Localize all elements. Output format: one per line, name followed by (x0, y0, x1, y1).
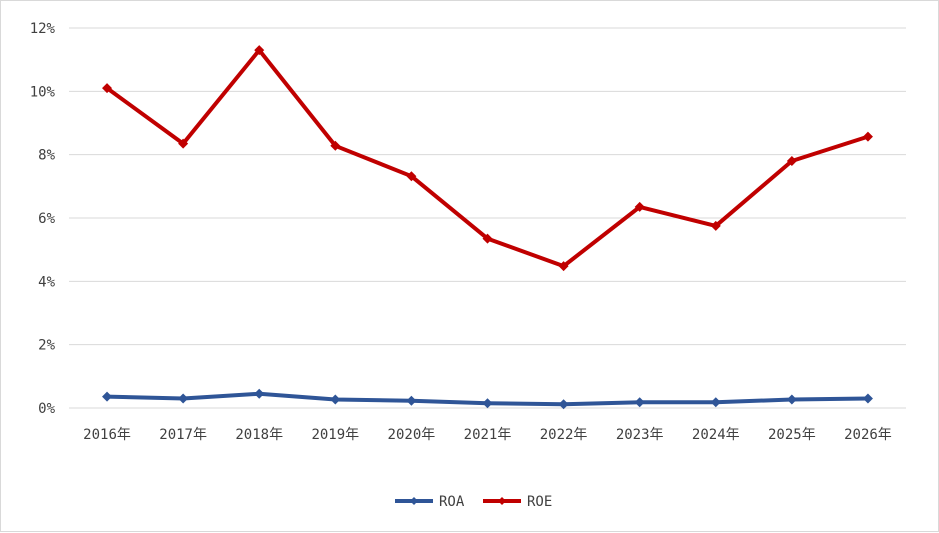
x-tick-label: 2018年 (235, 427, 283, 443)
legend-item-roa: ROA (395, 494, 465, 510)
legend-swatch-marker (410, 497, 418, 505)
x-tick-label: 2019年 (311, 427, 359, 443)
legend-label: ROA (439, 494, 465, 510)
data-point-roa (254, 388, 265, 399)
data-point-roe (558, 261, 569, 272)
y-tick-label: 10% (30, 84, 56, 100)
data-point-roe (330, 140, 341, 151)
data-point-roa (178, 393, 189, 404)
data-point-roe (482, 233, 493, 244)
y-tick-label: 12% (30, 21, 56, 37)
x-tick-label: 2016年 (83, 427, 131, 443)
gridlines (69, 27, 906, 409)
x-tick-label: 2024年 (692, 427, 740, 443)
x-tick-label: 2021年 (464, 427, 512, 443)
x-tick-label: 2026年 (844, 427, 892, 443)
data-point-roa (330, 394, 341, 405)
y-tick-label: 0% (38, 401, 55, 417)
data-point-roe (710, 220, 721, 231)
x-tick-label: 2025年 (768, 427, 816, 443)
y-tick-label: 4% (38, 274, 55, 290)
legend-swatch-marker (498, 497, 506, 505)
data-point-roe (786, 156, 797, 166)
data-point-roe (406, 171, 417, 182)
data-point-roa (558, 399, 569, 410)
series-roa (102, 388, 873, 410)
legend-item-roe: ROE (483, 494, 552, 510)
x-tick-label: 2017年 (159, 427, 207, 443)
x-tick-label: 2023年 (616, 427, 664, 443)
data-point-roe (102, 83, 113, 94)
x-tick-label: 2022年 (540, 427, 588, 443)
x-axis-tick-labels: 2016年 2017年 2018年 2019年 2020年 2021年 2022年 2023年… (83, 427, 892, 443)
y-axis-tick-labels: 0% 2% 4% 6% 8% 10% 12% (30, 21, 56, 417)
y-tick-label: 2% (38, 338, 55, 354)
data-point-roa (862, 393, 873, 404)
data-point-roa (406, 395, 417, 406)
series-layer (102, 45, 873, 410)
x-tick-label: 2020年 (388, 427, 436, 443)
data-point-roe (634, 201, 645, 212)
y-tick-label: 6% (38, 211, 55, 227)
data-point-roe (862, 131, 873, 142)
data-point-roe (178, 138, 189, 149)
data-point-roa (482, 398, 493, 409)
data-point-roa (634, 397, 645, 408)
y-tick-label: 8% (38, 148, 55, 164)
data-point-roa (710, 397, 721, 408)
legend: ROA ROE (395, 494, 552, 510)
series-roe (102, 45, 873, 272)
data-point-roa (102, 391, 113, 402)
data-point-roa (786, 394, 797, 405)
legend-label: ROE (527, 494, 552, 510)
